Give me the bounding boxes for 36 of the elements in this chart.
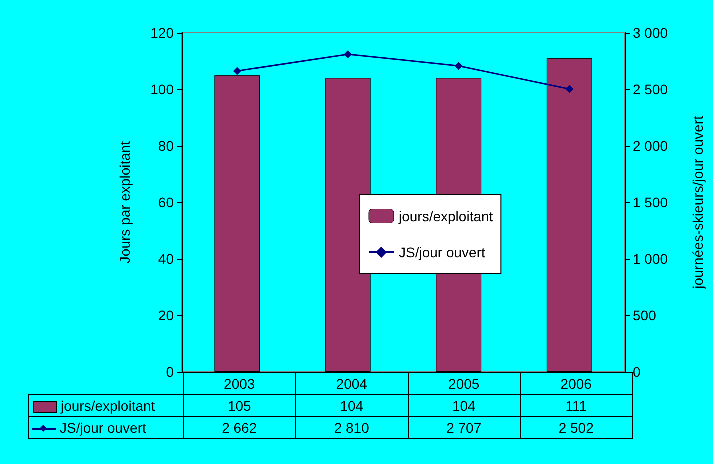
legend-label: jours/exploitant (398, 208, 494, 224)
x-tick-label: 2004 (296, 372, 408, 394)
y-axis-title: Jours par exploitant (117, 141, 133, 264)
y2-axis-title: journées-skieurs/jour ouvert (690, 116, 706, 290)
y2-tick-label: 2 500 (633, 82, 668, 98)
text: JS/jour ouvert (60, 420, 146, 436)
legend-label: JS/jour ouvert (399, 244, 486, 260)
data-label: 2 810 (296, 416, 408, 438)
y-tick-label: 100 (150, 82, 174, 98)
x-tick-label: 2003 (184, 372, 296, 394)
y-tick-label: 60 (158, 194, 174, 210)
data-label: 2 662 (184, 416, 296, 438)
point (233, 67, 242, 76)
data-label: 104 (296, 394, 408, 416)
y2-tick-label: 1 000 (633, 251, 668, 267)
y2-tick-label: 2 000 (633, 138, 668, 154)
x-tick-label: 2006 (520, 372, 632, 394)
point (344, 50, 352, 58)
data-label: 2 502 (520, 416, 632, 438)
x-tick-label: 2005 (408, 372, 520, 394)
y2-tick-label: 1 500 (633, 194, 668, 210)
y2-tick-label: 3 000 (633, 25, 668, 41)
y-tick-label: 120 (150, 25, 174, 41)
data-label: 105 (184, 394, 296, 416)
y-tick-label: 40 (158, 251, 174, 267)
point (566, 85, 574, 94)
y-tick-label: 0 (166, 364, 174, 380)
text: jours/exploitant (61, 398, 156, 414)
point (454, 62, 463, 70)
y2-tick-label: 0 (633, 364, 641, 380)
data-label: 104 (408, 394, 520, 416)
data-label: 2 707 (408, 416, 520, 438)
y2-tick-label: 500 (633, 308, 657, 324)
y-tick-label: 80 (158, 138, 174, 154)
y-tick-label: 20 (158, 308, 174, 324)
data-label: 111 (520, 394, 632, 416)
